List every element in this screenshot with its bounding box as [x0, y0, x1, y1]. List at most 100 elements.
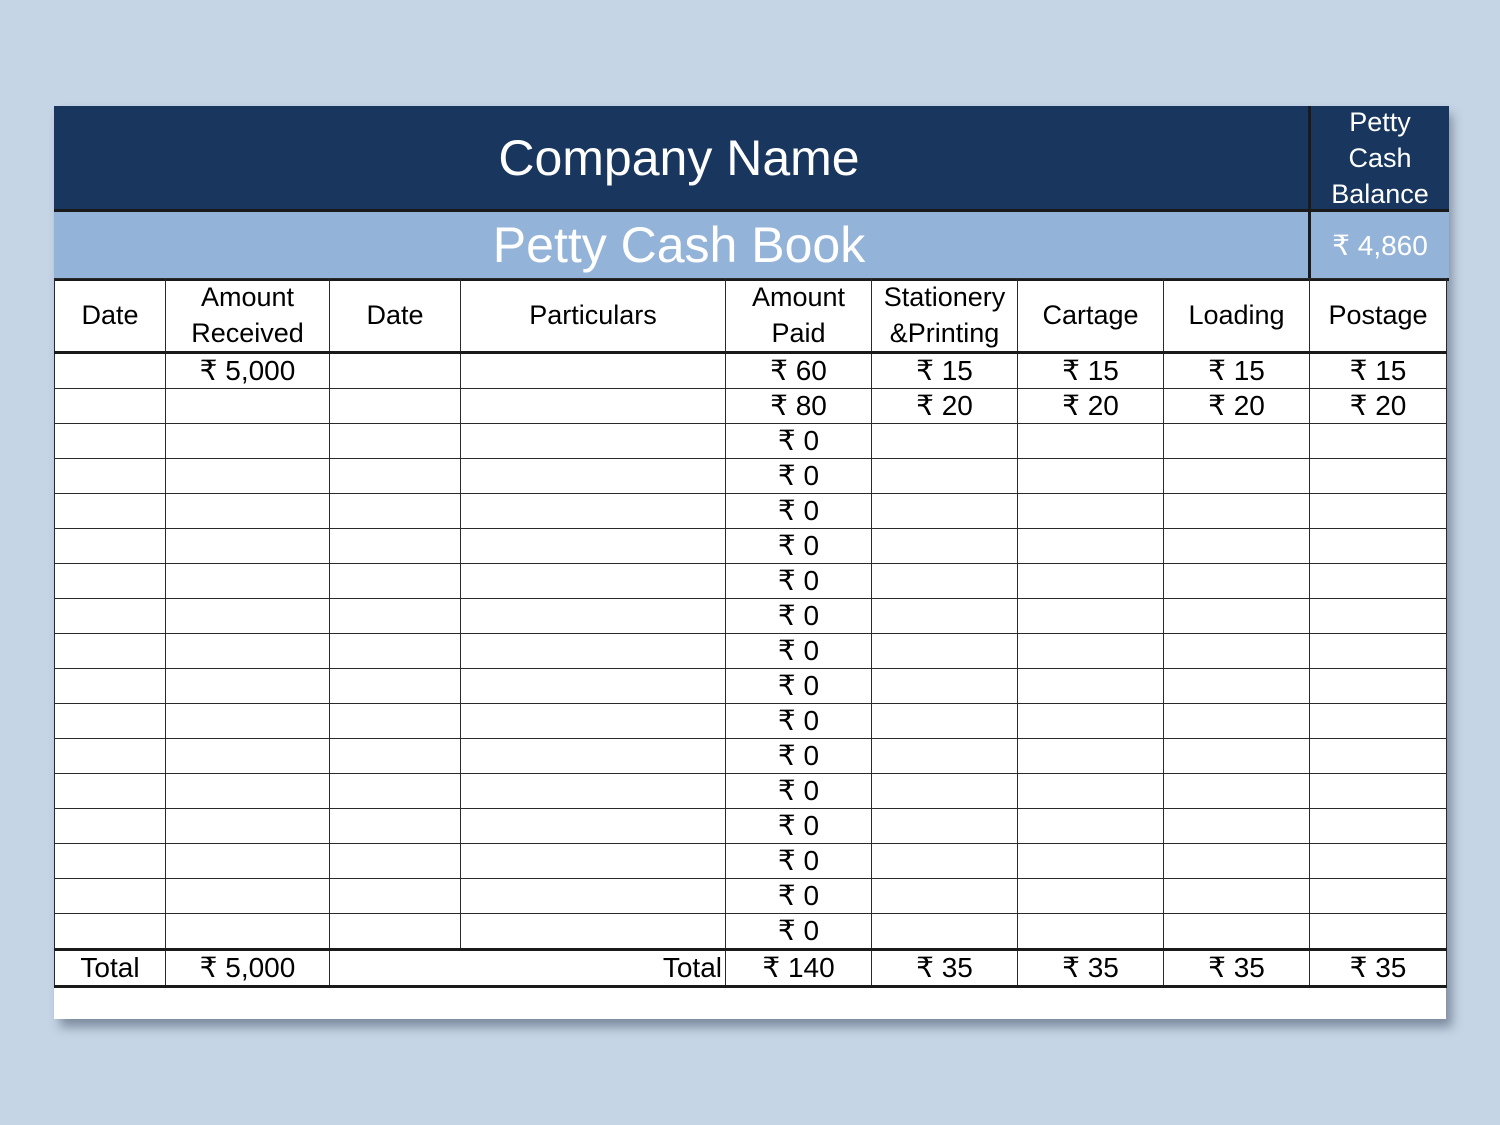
cell-stationery-printing[interactable] [871, 913, 1018, 950]
cell-cartage[interactable]: ₹ 15 [1017, 352, 1164, 389]
cell-date-paid[interactable] [329, 703, 461, 739]
column-header-amount-received[interactable]: Amount Received [165, 278, 330, 354]
cell-postage[interactable] [1309, 493, 1447, 529]
cell-particulars[interactable] [460, 703, 726, 739]
cell-date[interactable] [54, 388, 166, 424]
cell-particulars[interactable] [460, 528, 726, 564]
cell-particulars[interactable] [460, 773, 726, 809]
cell-amount-paid[interactable]: ₹ 0 [725, 808, 872, 844]
cell-stationery-printing[interactable] [871, 773, 1018, 809]
balance-value-cell[interactable]: ₹ 4,860 [1308, 212, 1449, 281]
cell-date[interactable] [54, 773, 166, 809]
cell-amount-paid[interactable]: ₹ 0 [725, 703, 872, 739]
cell-date-paid[interactable] [329, 352, 461, 389]
cell-amount-paid[interactable]: ₹ 0 [725, 738, 872, 774]
column-header-date-paid[interactable]: Date [329, 278, 461, 354]
cell-amount-paid[interactable]: ₹ 0 [725, 878, 872, 914]
cell-amount-paid[interactable]: ₹ 0 [725, 633, 872, 669]
cell-amount-received[interactable] [165, 773, 330, 809]
cell-amount-received[interactable] [165, 808, 330, 844]
cell-stationery-printing[interactable]: ₹ 20 [871, 388, 1018, 424]
cell-cartage[interactable] [1017, 773, 1164, 809]
company-name-cell[interactable]: Company Name [54, 106, 1308, 212]
cell-amount-received[interactable] [165, 913, 330, 950]
cell-amount-paid[interactable]: ₹ 0 [725, 913, 872, 950]
cell-loading[interactable]: ₹ 15 [1163, 352, 1310, 389]
cell-date[interactable] [54, 528, 166, 564]
cell-stationery-printing[interactable] [871, 528, 1018, 564]
column-header-stationery-printing[interactable]: Stationery &Printing [871, 278, 1018, 354]
cell-cartage[interactable] [1017, 493, 1164, 529]
cell-particulars[interactable] [460, 878, 726, 914]
cell-postage[interactable] [1309, 528, 1447, 564]
cell-cartage[interactable] [1017, 668, 1164, 704]
total-amount-received[interactable]: ₹ 5,000 [165, 948, 330, 988]
cell-postage[interactable] [1309, 598, 1447, 634]
column-header-date[interactable]: Date [54, 278, 166, 354]
cell-cartage[interactable] [1017, 913, 1164, 950]
cell-particulars[interactable] [460, 388, 726, 424]
total-postage[interactable]: ₹ 35 [1309, 948, 1447, 988]
cell-particulars[interactable] [460, 913, 726, 950]
total-label-right[interactable]: Total [329, 948, 726, 988]
cell-date-paid[interactable] [329, 668, 461, 704]
cell-cartage[interactable] [1017, 563, 1164, 599]
cell-cartage[interactable] [1017, 843, 1164, 879]
cell-postage[interactable] [1309, 423, 1447, 459]
cell-postage[interactable]: ₹ 15 [1309, 352, 1447, 389]
cell-amount-paid[interactable]: ₹ 0 [725, 528, 872, 564]
cell-postage[interactable] [1309, 773, 1447, 809]
cell-date[interactable] [54, 878, 166, 914]
total-loading[interactable]: ₹ 35 [1163, 948, 1310, 988]
cell-cartage[interactable] [1017, 598, 1164, 634]
cell-particulars[interactable] [460, 843, 726, 879]
column-header-particulars[interactable]: Particulars [460, 278, 726, 354]
cell-amount-received[interactable] [165, 878, 330, 914]
total-cartage[interactable]: ₹ 35 [1017, 948, 1164, 988]
cell-loading[interactable] [1163, 633, 1310, 669]
cell-amount-paid[interactable]: ₹ 0 [725, 563, 872, 599]
cell-amount-received[interactable] [165, 738, 330, 774]
cell-amount-received[interactable] [165, 563, 330, 599]
cell-cartage[interactable] [1017, 423, 1164, 459]
cell-date-paid[interactable] [329, 913, 461, 950]
cell-cartage[interactable]: ₹ 20 [1017, 388, 1164, 424]
cell-postage[interactable] [1309, 878, 1447, 914]
cell-date-paid[interactable] [329, 773, 461, 809]
cell-postage[interactable] [1309, 808, 1447, 844]
cell-postage[interactable] [1309, 703, 1447, 739]
cell-stationery-printing[interactable] [871, 878, 1018, 914]
column-header-amount-paid[interactable]: Amount Paid [725, 278, 872, 354]
cell-amount-received[interactable] [165, 493, 330, 529]
cell-date[interactable] [54, 493, 166, 529]
cell-loading[interactable] [1163, 773, 1310, 809]
cell-amount-received[interactable]: ₹ 5,000 [165, 352, 330, 389]
cell-stationery-printing[interactable]: ₹ 15 [871, 352, 1018, 389]
cell-particulars[interactable] [460, 738, 726, 774]
cell-amount-paid[interactable]: ₹ 0 [725, 423, 872, 459]
cell-loading[interactable] [1163, 913, 1310, 950]
cell-date[interactable] [54, 913, 166, 950]
cell-date-paid[interactable] [329, 458, 461, 494]
cell-date[interactable] [54, 458, 166, 494]
cell-postage[interactable] [1309, 633, 1447, 669]
cell-loading[interactable] [1163, 703, 1310, 739]
cell-date-paid[interactable] [329, 843, 461, 879]
cell-date[interactable] [54, 808, 166, 844]
cell-particulars[interactable] [460, 563, 726, 599]
cell-postage[interactable] [1309, 668, 1447, 704]
cell-loading[interactable] [1163, 808, 1310, 844]
cell-cartage[interactable] [1017, 878, 1164, 914]
cell-particulars[interactable] [460, 598, 726, 634]
cell-amount-paid[interactable]: ₹ 0 [725, 493, 872, 529]
cell-cartage[interactable] [1017, 738, 1164, 774]
cell-stationery-printing[interactable] [871, 668, 1018, 704]
cell-cartage[interactable] [1017, 703, 1164, 739]
cell-amount-paid[interactable]: ₹ 0 [725, 843, 872, 879]
book-title-cell[interactable]: Petty Cash Book [54, 212, 1308, 281]
cell-stationery-printing[interactable] [871, 843, 1018, 879]
cell-date[interactable] [54, 668, 166, 704]
cell-postage[interactable] [1309, 458, 1447, 494]
cell-loading[interactable]: ₹ 20 [1163, 388, 1310, 424]
cell-particulars[interactable] [460, 808, 726, 844]
